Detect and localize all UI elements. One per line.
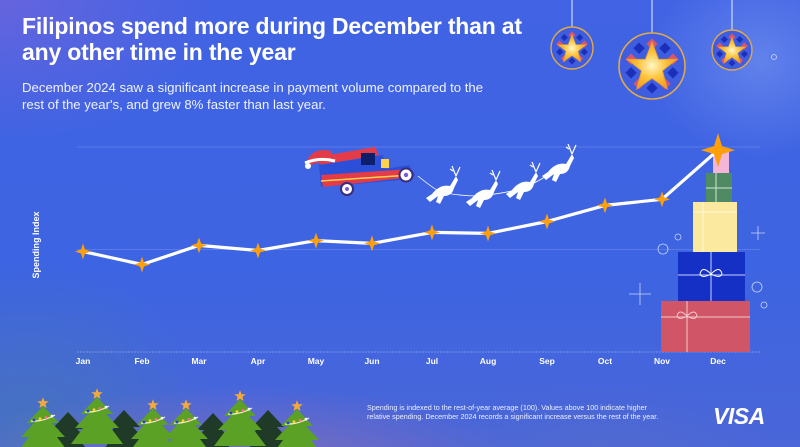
gift-stack (661, 148, 750, 352)
data-point-markers (75, 133, 735, 273)
star-marker-mar (191, 237, 207, 254)
star-marker-feb (134, 256, 150, 273)
x-tick-apr: Apr (250, 356, 266, 366)
parol-lantern-small-left (550, 0, 594, 70)
x-tick-jan: Jan (75, 356, 91, 366)
reindeer-team (417, 143, 577, 208)
x-tick-jul: Jul (425, 356, 439, 366)
star-marker-dec (701, 133, 735, 168)
parol-lantern-large (618, 0, 686, 100)
parol-lantern-small-right (711, 0, 753, 71)
star-marker-may (308, 232, 324, 249)
x-tick-jun: Jun (364, 356, 380, 366)
spending-index-line (81, 148, 720, 267)
gift-yellow (693, 202, 737, 252)
star-marker-jul (424, 224, 440, 241)
x-tick-sep: Sep (539, 356, 555, 366)
x-tick-oct: Oct (597, 356, 613, 366)
christmas-tree-row (21, 388, 319, 447)
x-tick-may: May (307, 356, 325, 366)
visa-logo: VISA (713, 403, 765, 429)
y-axis-label: Spending Index (31, 211, 41, 279)
star-marker-oct (597, 197, 613, 214)
x-tick-mar: Mar (191, 356, 207, 366)
star-marker-jun (364, 235, 380, 252)
gift-red (661, 301, 750, 352)
footnote: Spending is indexed to the rest-of-year … (367, 403, 659, 421)
x-tick-aug: Aug (479, 356, 497, 366)
chart-title: Filipinos spend more during December tha… (22, 13, 522, 65)
x-tick-feb: Feb (134, 356, 150, 366)
x-tick-dec: Dec (710, 356, 726, 366)
star-marker-apr (250, 242, 266, 259)
chart-subtitle: December 2024 saw a significant increase… (22, 80, 484, 112)
star-marker-nov (654, 191, 670, 208)
star-marker-sep (539, 213, 555, 230)
jeepney-sleigh (304, 147, 415, 196)
sparkles (629, 54, 777, 309)
star-marker-aug (480, 225, 496, 242)
x-tick-nov: Nov (653, 356, 671, 366)
star-marker-jan (75, 243, 91, 260)
